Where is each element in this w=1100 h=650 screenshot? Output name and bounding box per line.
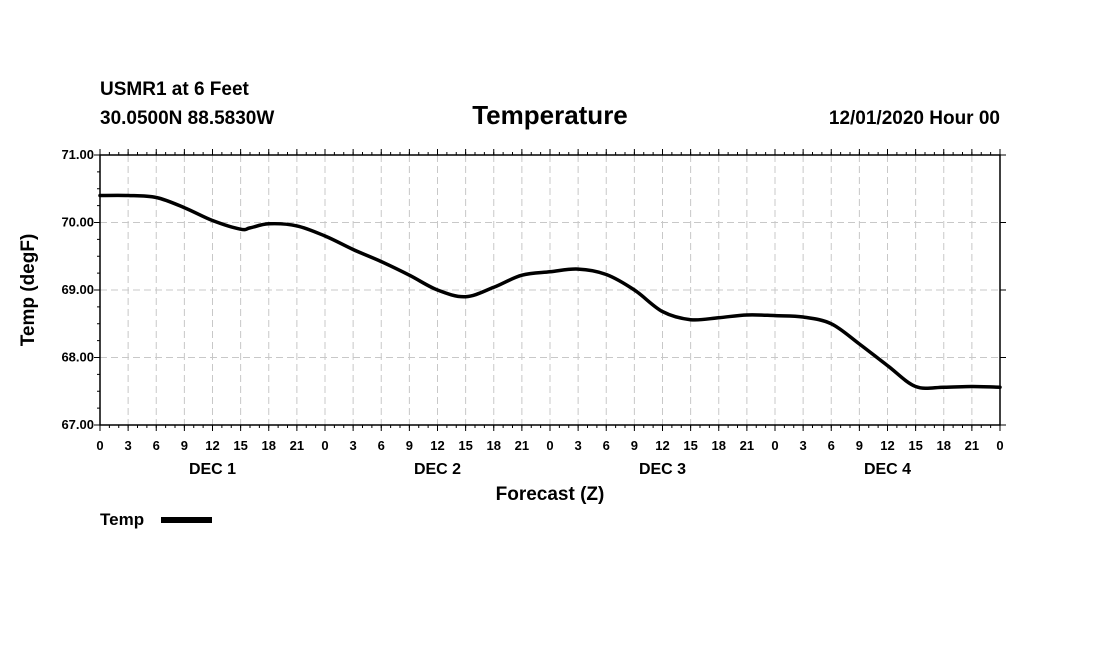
x-tick-label: 18 <box>262 438 276 453</box>
x-tick-label: 3 <box>800 438 807 453</box>
x-tick-label: 6 <box>603 438 610 453</box>
station-label: USMR1 at 6 Feet <box>100 79 250 100</box>
day-labels: DEC 1 DEC 2 DEC 3 DEC 4 <box>189 461 911 478</box>
day-label: DEC 3 <box>639 461 686 478</box>
x-tick-label: 15 <box>233 438 247 453</box>
x-tick-label: 3 <box>575 438 582 453</box>
x-tick-label: 12 <box>205 438 219 453</box>
x-tick-label: 18 <box>487 438 501 453</box>
x-tick-label: 6 <box>153 438 160 453</box>
x-tick-label: 9 <box>631 438 638 453</box>
x-tick-label: 0 <box>546 438 553 453</box>
x-tick-label: 3 <box>125 438 132 453</box>
legend-label: Temp <box>100 510 144 529</box>
x-tick-label: 21 <box>290 438 304 453</box>
x-tick-label: 12 <box>655 438 669 453</box>
x-axis-title: Forecast (Z) <box>496 484 605 505</box>
y-tick-label: 69.00 <box>61 282 94 297</box>
x-tick-label: 6 <box>378 438 385 453</box>
chart-title: Temperature <box>472 100 628 130</box>
x-tick-label: 3 <box>350 438 357 453</box>
x-tick-label: 15 <box>908 438 922 453</box>
day-label: DEC 4 <box>864 461 911 478</box>
x-tick-label: 0 <box>321 438 328 453</box>
grid-lines <box>100 155 1000 425</box>
y-axis-title: Temp (degF) <box>18 234 39 347</box>
x-tick-label: 12 <box>430 438 444 453</box>
y-tick-labels: 67.00 68.00 69.00 70.00 71.00 <box>61 147 94 432</box>
legend: Temp <box>100 510 212 529</box>
x-tick-label: 9 <box>181 438 188 453</box>
datetime-label: 12/01/2020 Hour 00 <box>829 108 1000 129</box>
y-tick-label: 70.00 <box>61 215 94 230</box>
coordinates-label: 30.0500N 88.5830W <box>100 108 274 129</box>
y-tick-label: 71.00 <box>61 147 94 162</box>
x-tick-label: 9 <box>856 438 863 453</box>
x-tick-label: 15 <box>458 438 472 453</box>
x-tick-label: 0 <box>96 438 103 453</box>
x-tick-label: 0 <box>996 438 1003 453</box>
x-tick-label: 0 <box>771 438 778 453</box>
x-tick-label: 15 <box>683 438 697 453</box>
x-tick-label: 21 <box>965 438 979 453</box>
x-tick-label: 18 <box>712 438 726 453</box>
day-label: DEC 2 <box>414 461 461 478</box>
y-tick-label: 67.00 <box>61 417 94 432</box>
x-tick-label: 21 <box>740 438 754 453</box>
day-label: DEC 1 <box>189 461 236 478</box>
x-tick-label: 12 <box>880 438 894 453</box>
plot-frame <box>99 154 1001 426</box>
temp-series-line <box>98 193 1002 391</box>
x-tick-label: 21 <box>515 438 529 453</box>
y-tick-label: 68.00 <box>61 350 94 365</box>
x-tick-label: 6 <box>828 438 835 453</box>
x-tick-label: 9 <box>406 438 413 453</box>
x-tick-label: 18 <box>937 438 951 453</box>
x-tick-labels: 0 3 6 9 12 15 18 21 0 3 6 9 12 15 18 21 0 3 6 9 12 15 18 21 0 3 6 9… <box>96 438 1003 453</box>
